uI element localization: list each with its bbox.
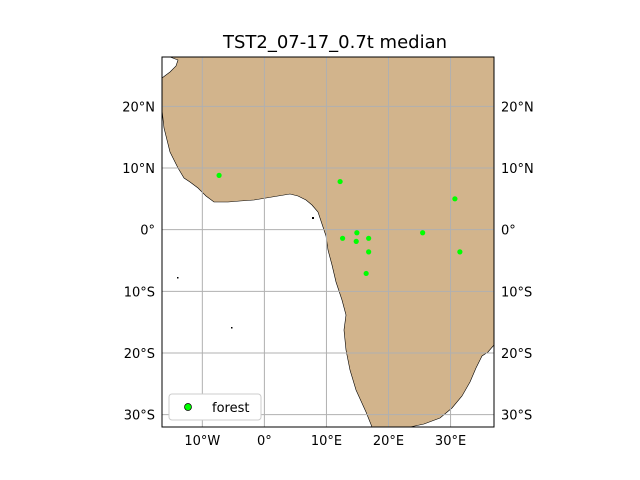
map-gridlines [162,57,494,427]
forest-point [366,249,372,255]
africa-landmass [162,57,494,427]
forest-point [452,196,458,202]
lat-tick-label-right: 10°N [501,162,534,177]
forest-points [216,172,463,277]
forest-point [366,235,372,241]
lat-tick-label-right: 30°S [501,409,532,424]
lon-tick-label: 0° [257,434,272,449]
lon-tick-label: 20°E [373,434,404,449]
forest-point [337,178,343,185]
legend: forest [168,393,262,421]
lat-tick-label-left: 20°N [122,100,155,115]
lat-tick-label-right: 20°N [501,100,534,115]
lon-tick-label: 30°E [435,434,466,449]
lat-tick-label-left: 30°S [124,409,155,424]
forest-point [363,270,369,277]
lat-tick-label-left: 20°S [124,347,155,362]
forest-point [353,238,359,244]
small-islands [177,217,314,329]
lat-tick-label-left: 10°N [122,162,155,177]
map-frame [161,56,495,428]
lon-tick-label: 10°E [311,434,342,449]
legend-label: forest [212,401,249,416]
lon-tick-label: 10°W [184,434,220,449]
lat-tick-label-right: 0° [501,224,516,239]
forest-point [354,230,360,236]
cape-verde-blob [162,79,168,91]
tick-labels: 10°W 0° 10°E 20°E 30°E 20°N 20°N 10°N 10°N 0° 0° 10… [122,100,534,449]
legend-marker [184,403,192,411]
forest-point [339,235,346,241]
lat-tick-label-right: 20°S [501,347,532,362]
lat-tick-label-left: 10°S [124,285,155,300]
map-title: TST2_07-17_0.7t median [222,32,447,53]
land-layer [162,57,494,427]
forest-point [457,249,463,255]
forest-point [420,230,426,236]
lat-tick-label-left: 0° [140,224,155,239]
lat-tick-label-right: 10°S [501,285,532,300]
forest-point [216,172,222,178]
legend-box [168,393,262,421]
